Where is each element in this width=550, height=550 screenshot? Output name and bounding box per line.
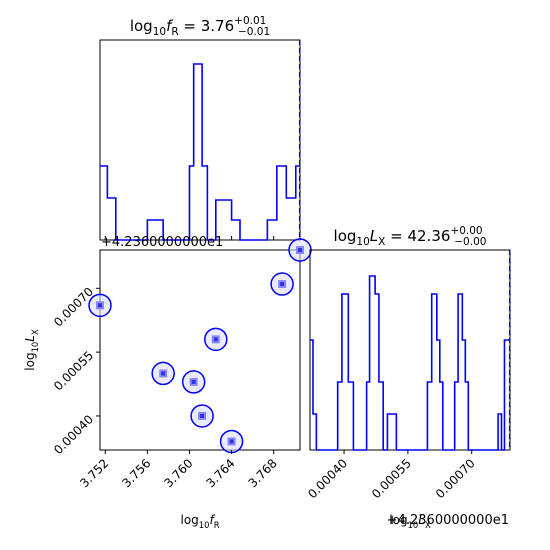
y-tick-label: 0.00055 [51, 348, 96, 393]
x-tick-label: 0.00070 [433, 456, 478, 501]
LX-x-ticks: 0.00040 0.00055 0.00070 [305, 450, 478, 501]
fR-LX-scatter-frame [99, 249, 301, 451]
point-peak-cell [280, 282, 285, 287]
data-point [270, 272, 294, 296]
LX-histogram-title: log10LX = 42.36+0.00 −0.00 [334, 225, 487, 248]
fR-histogram-panel: log10fR = 3.76+0.01 −0.01 [99, 15, 301, 241]
x-tick-label: 0.00055 [369, 456, 414, 501]
data-point [204, 327, 228, 352]
x-tick-label: 3.764 [204, 456, 238, 490]
point-peak-cell [200, 413, 205, 418]
fR-histogram-title: log10fR = 3.76+0.01 −0.01 [130, 15, 270, 38]
fR-LX-scatter-panel: 3.752 3.756 3.760 3.764 3.768 0.00040 0.00055… [23, 235, 312, 530]
point-peak-cell [191, 379, 196, 384]
point-peak-cell [229, 439, 234, 444]
x-offset-label: +4.2360000000e1 [387, 513, 509, 528]
data-point [88, 293, 112, 318]
fR-x-axis-label: log10fR [180, 513, 219, 530]
fR-LX-points [88, 238, 312, 454]
point-peak-cell [98, 303, 102, 308]
data-point [288, 238, 312, 262]
point-peak-cell [161, 371, 166, 376]
data-point [219, 429, 244, 454]
LX-histogram-panel: 0.00040 0.00055 0.00070 log10LX = 42.36+0.… [305, 225, 511, 530]
x-tick-label: 3.756 [119, 456, 153, 490]
data-point [190, 404, 214, 428]
y-offset-label: +4.2360000000e1 [101, 235, 223, 250]
x-tick-label: 3.760 [161, 456, 195, 490]
y-tick-label: 0.00040 [51, 412, 96, 457]
point-peak-cell [298, 248, 302, 252]
LX-histogram-steps [310, 275, 510, 451]
fR-histogram-frame [99, 39, 301, 241]
x-tick-label: 0.00040 [305, 456, 350, 501]
fR-histogram-ticks [104, 236, 275, 240]
LX-y-axis-label: log10LX [23, 329, 40, 371]
fR-histogram-steps [100, 63, 300, 241]
x-tick-label: 3.752 [77, 456, 111, 490]
LX-x-axis-label: log10LX [389, 513, 431, 530]
point-peak-cell [213, 337, 218, 342]
LX-histogram-frame [309, 249, 511, 451]
data-point [151, 361, 175, 386]
x-tick-label: 3.768 [246, 456, 280, 490]
data-point [181, 370, 206, 394]
fR-LX-x-ticks: 3.752 3.756 3.760 3.764 3.768 [77, 450, 280, 490]
